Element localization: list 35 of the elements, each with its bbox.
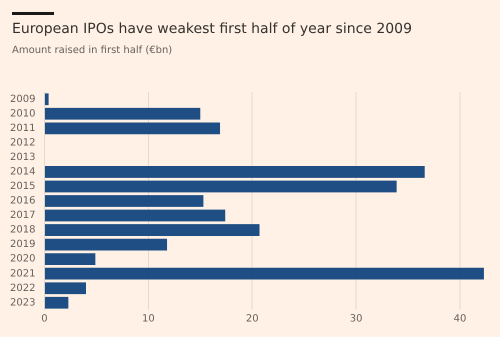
- chart-subtitle: Amount raised in first half (€bn): [12, 45, 172, 56]
- bar: [44, 180, 397, 192]
- bar: [44, 210, 226, 222]
- x-tick-label: 10: [142, 314, 155, 325]
- bar: [44, 296, 68, 309]
- y-tick-label: 2016: [10, 196, 36, 207]
- y-tick-label: 2022: [10, 282, 36, 294]
- bar: [44, 238, 168, 250]
- x-tick-label: 20: [246, 314, 259, 325]
- y-tick-label: 2020: [10, 254, 36, 265]
- bar: [44, 93, 49, 106]
- y-tick-label: 2009: [10, 94, 36, 105]
- bar: [44, 195, 204, 207]
- bar: [44, 253, 96, 266]
- chart-title: European IPOs have weakest first half of year since 2009: [12, 21, 412, 37]
- bar: [44, 224, 260, 236]
- y-tick-label: 2023: [10, 297, 36, 308]
- bar: [44, 108, 200, 120]
- bar: [44, 268, 484, 280]
- y-tick-label: 2015: [10, 181, 36, 192]
- x-tick-label: 30: [350, 314, 362, 325]
- y-tick-label: 2013: [10, 152, 36, 163]
- y-tick-label: 2019: [10, 239, 36, 250]
- bar: [44, 166, 425, 178]
- y-tick-label: 2018: [10, 224, 36, 236]
- y-tick-label: 2017: [10, 210, 36, 222]
- y-tick-label: 2010: [10, 108, 36, 120]
- y-tick-label: 2011: [10, 122, 36, 134]
- x-tick-label: 40: [454, 314, 466, 325]
- y-tick-label: 2012: [10, 137, 36, 148]
- y-tick-label: 2014: [10, 166, 36, 178]
- x-tick-label: 0: [41, 314, 48, 325]
- y-tick-label: 2021: [10, 268, 36, 280]
- bar: [44, 282, 86, 294]
- bar: [44, 122, 220, 134]
